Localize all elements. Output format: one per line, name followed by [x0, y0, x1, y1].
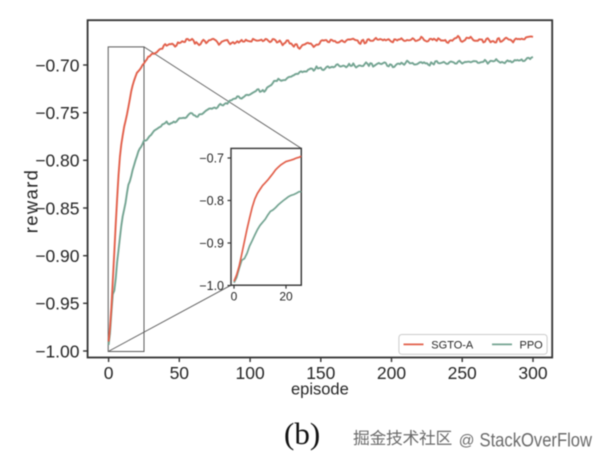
svg-text:150: 150 — [306, 363, 335, 383]
svg-text:@: @ — [459, 433, 475, 450]
svg-text:200: 200 — [377, 363, 406, 383]
svg-text:reward: reward — [21, 169, 42, 233]
svg-text:300: 300 — [518, 363, 547, 383]
svg-text:−0.95: −0.95 — [35, 294, 79, 314]
svg-text:−0.9: −0.9 — [199, 236, 224, 250]
svg-text:episode: episode — [291, 380, 349, 398]
svg-text:−0.75: −0.75 — [35, 103, 79, 123]
svg-text:−0.85: −0.85 — [35, 198, 79, 218]
svg-text:−1.0: −1.0 — [199, 279, 224, 293]
svg-text:(b): (b) — [284, 416, 320, 451]
svg-text:0: 0 — [104, 363, 114, 383]
svg-text:−0.7: −0.7 — [199, 151, 224, 165]
svg-text:100: 100 — [235, 363, 264, 383]
svg-text:20: 20 — [279, 289, 293, 303]
svg-text:StackOverFlow: StackOverFlow — [480, 429, 593, 451]
svg-text:PPO: PPO — [520, 339, 544, 351]
svg-text:−0.8: −0.8 — [199, 194, 224, 208]
svg-text:0: 0 — [231, 289, 238, 303]
svg-text:−0.70: −0.70 — [35, 55, 80, 75]
svg-text:−0.90: −0.90 — [35, 246, 80, 266]
svg-text:SGTO-A: SGTO-A — [431, 339, 474, 351]
svg-text:−0.80: −0.80 — [35, 151, 80, 171]
svg-text:−1.00: −1.00 — [35, 341, 80, 361]
svg-text:50: 50 — [170, 363, 190, 383]
svg-text:250: 250 — [448, 363, 477, 383]
